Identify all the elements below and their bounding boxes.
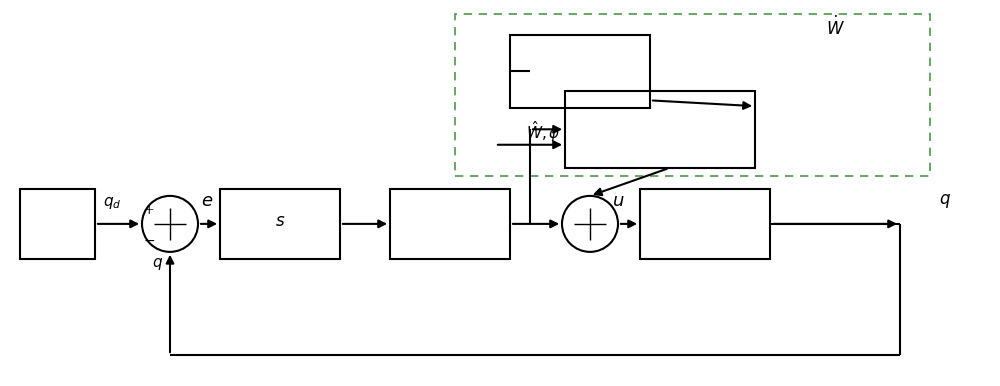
Text: $\hat{W},\phi$: $\hat{W},\phi$	[526, 119, 560, 144]
Text: +: +	[144, 204, 154, 217]
Text: $e$: $e$	[201, 193, 213, 210]
Text: $\dot{W}$: $\dot{W}$	[826, 15, 844, 39]
Bar	[220, 189, 340, 259]
Text: $s$: $s$	[275, 213, 285, 230]
Bar	[565, 91, 755, 168]
Bar	[510, 35, 650, 108]
Bar	[455, 14, 930, 176]
Text: $q$: $q$	[152, 256, 164, 273]
Bar	[390, 189, 510, 259]
Bar	[20, 189, 95, 259]
Text: $q$: $q$	[939, 193, 951, 210]
Text: −: −	[143, 234, 155, 248]
Text: $u$: $u$	[612, 193, 624, 210]
Text: $q_d$: $q_d$	[103, 195, 121, 211]
Bar	[640, 189, 770, 259]
